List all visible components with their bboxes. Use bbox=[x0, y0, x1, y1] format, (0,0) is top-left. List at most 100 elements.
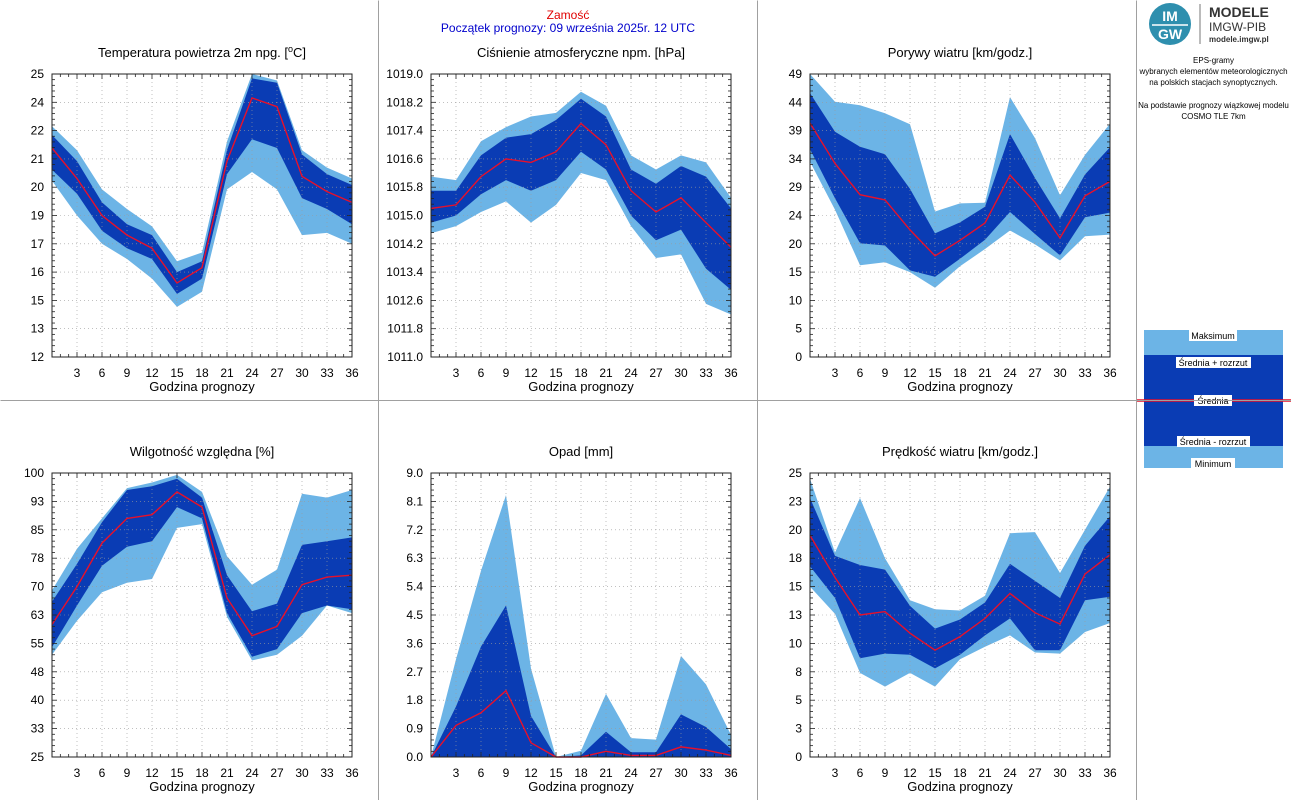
x-tick-label: 27 bbox=[270, 366, 284, 380]
note-line-5: COSMO TLE 7km bbox=[1181, 112, 1246, 121]
y-tick-label: 0.0 bbox=[406, 750, 423, 764]
y-tick-label: 20 bbox=[789, 523, 803, 537]
y-tick-label: 1014.2 bbox=[386, 237, 423, 251]
x-tick-label: 6 bbox=[478, 366, 485, 380]
x-tick-label: 21 bbox=[220, 766, 234, 780]
x-axis-label: Godzina prognozy bbox=[149, 779, 255, 794]
x-tick-label: 33 bbox=[699, 366, 713, 380]
y-tick-label: 1011.0 bbox=[387, 350, 423, 364]
band-mean-spread bbox=[52, 78, 352, 294]
y-tick-label: 7.2 bbox=[406, 523, 423, 537]
x-tick-label: 27 bbox=[270, 766, 284, 780]
x-tick-label: 15 bbox=[170, 366, 184, 380]
band-mean-spread bbox=[431, 605, 731, 757]
mean-line bbox=[51, 491, 353, 637]
y-tick-label: 1016.6 bbox=[386, 152, 423, 166]
x-tick-label: 3 bbox=[453, 766, 460, 780]
y-tick-label: 15 bbox=[789, 580, 803, 594]
logo-url: modele.imgw.pl bbox=[1209, 35, 1269, 44]
x-tick-label: 36 bbox=[724, 366, 738, 380]
y-tick-label: 5 bbox=[795, 322, 802, 336]
y-tick-label: 6.3 bbox=[406, 551, 423, 565]
y-tick-label: 1015.8 bbox=[386, 180, 423, 194]
logo-badge-icon bbox=[1149, 3, 1191, 45]
x-tick-label: 30 bbox=[1053, 766, 1067, 780]
y-tick-label: 24 bbox=[31, 95, 45, 109]
y-tick-label: 100 bbox=[24, 466, 44, 480]
legend-max-label: Maksimum bbox=[1191, 331, 1235, 341]
x-tick-label: 6 bbox=[857, 766, 864, 780]
x-tick-label: 9 bbox=[124, 366, 131, 380]
y-tick-label: 29 bbox=[789, 180, 803, 194]
y-tick-label: 22 bbox=[31, 124, 45, 138]
x-tick-label: 36 bbox=[1103, 766, 1117, 780]
x-tick-label: 36 bbox=[724, 766, 738, 780]
y-tick-label: 24 bbox=[789, 209, 803, 223]
x-tick-label: 24 bbox=[1003, 366, 1017, 380]
chart-title: Ciśnienie atmosferyczne npm. [hPa] bbox=[477, 45, 685, 60]
y-tick-label: 20 bbox=[789, 237, 803, 251]
forecast-start: Początek prognozy: 09 września 2025r. 12… bbox=[440, 21, 696, 35]
x-tick-label: 36 bbox=[345, 366, 359, 380]
y-tick-label: 2.7 bbox=[406, 665, 423, 679]
x-tick-label: 15 bbox=[928, 766, 942, 780]
x-axis-label: Godzina prognozy bbox=[907, 379, 1013, 394]
x-tick-label: 6 bbox=[99, 366, 106, 380]
legend-plus-label-bg bbox=[1176, 357, 1251, 368]
y-tick-label: 40 bbox=[31, 693, 45, 707]
x-tick-label: 6 bbox=[99, 766, 106, 780]
mean-line bbox=[809, 122, 1111, 257]
chart-title: Prędkość wiatru [km/godz.] bbox=[882, 444, 1038, 459]
x-tick-label: 18 bbox=[953, 766, 967, 780]
x-tick-label: 27 bbox=[1028, 766, 1042, 780]
y-tick-label: 25 bbox=[789, 466, 803, 480]
x-tick-label: 24 bbox=[245, 766, 259, 780]
chart-title: Opad [mm] bbox=[549, 444, 613, 459]
x-tick-label: 12 bbox=[524, 366, 538, 380]
y-tick-label: 49 bbox=[789, 67, 803, 81]
x-tick-label: 12 bbox=[903, 366, 917, 380]
y-tick-label: 13 bbox=[789, 608, 803, 622]
x-tick-label: 12 bbox=[903, 766, 917, 780]
mean-line bbox=[809, 535, 1111, 652]
x-tick-label: 21 bbox=[978, 766, 992, 780]
legend-minus-label: Średnia - rozrzut bbox=[1180, 436, 1247, 447]
legend-minus-label-bg bbox=[1177, 436, 1250, 447]
chart-title: Temperatura powietrza 2m npg. [oC] bbox=[98, 44, 306, 60]
legend-max-label-bg bbox=[1189, 330, 1237, 341]
y-tick-label: 5 bbox=[795, 693, 802, 707]
y-tick-label: 34 bbox=[789, 152, 803, 166]
y-tick-label: 0 bbox=[795, 750, 802, 764]
y-tick-label: 55 bbox=[31, 636, 45, 650]
x-tick-label: 24 bbox=[1003, 766, 1017, 780]
x-tick-label: 21 bbox=[599, 766, 613, 780]
y-tick-label: 17 bbox=[31, 237, 45, 251]
x-tick-label: 21 bbox=[599, 366, 613, 380]
y-tick-label: 8 bbox=[795, 665, 802, 679]
y-tick-label: 1017.4 bbox=[386, 124, 423, 138]
mean-line bbox=[430, 122, 732, 248]
x-tick-label: 15 bbox=[170, 766, 184, 780]
x-tick-label: 18 bbox=[195, 366, 209, 380]
y-tick-label: 8.1 bbox=[406, 494, 423, 508]
x-tick-label: 15 bbox=[549, 766, 563, 780]
x-tick-label: 21 bbox=[978, 366, 992, 380]
x-tick-label: 27 bbox=[1028, 366, 1042, 380]
x-axis-label: Godzina prognozy bbox=[528, 379, 634, 394]
y-tick-label: 21 bbox=[31, 152, 45, 166]
x-tick-label: 36 bbox=[345, 766, 359, 780]
x-tick-label: 33 bbox=[1078, 366, 1092, 380]
y-tick-label: 20 bbox=[31, 180, 45, 194]
y-tick-label: 1015.0 bbox=[386, 209, 423, 223]
y-tick-label: 13 bbox=[31, 322, 45, 336]
x-tick-label: 30 bbox=[674, 766, 688, 780]
y-tick-label: 16 bbox=[31, 265, 45, 279]
y-tick-label: 0 bbox=[795, 350, 802, 364]
imgw-logo-graphic: IM GW MODELE IMGW-PIB modele.imgw.pl bbox=[1149, 3, 1269, 45]
y-tick-label: 63 bbox=[31, 608, 45, 622]
x-tick-label: 24 bbox=[624, 366, 638, 380]
x-tick-label: 3 bbox=[453, 366, 460, 380]
